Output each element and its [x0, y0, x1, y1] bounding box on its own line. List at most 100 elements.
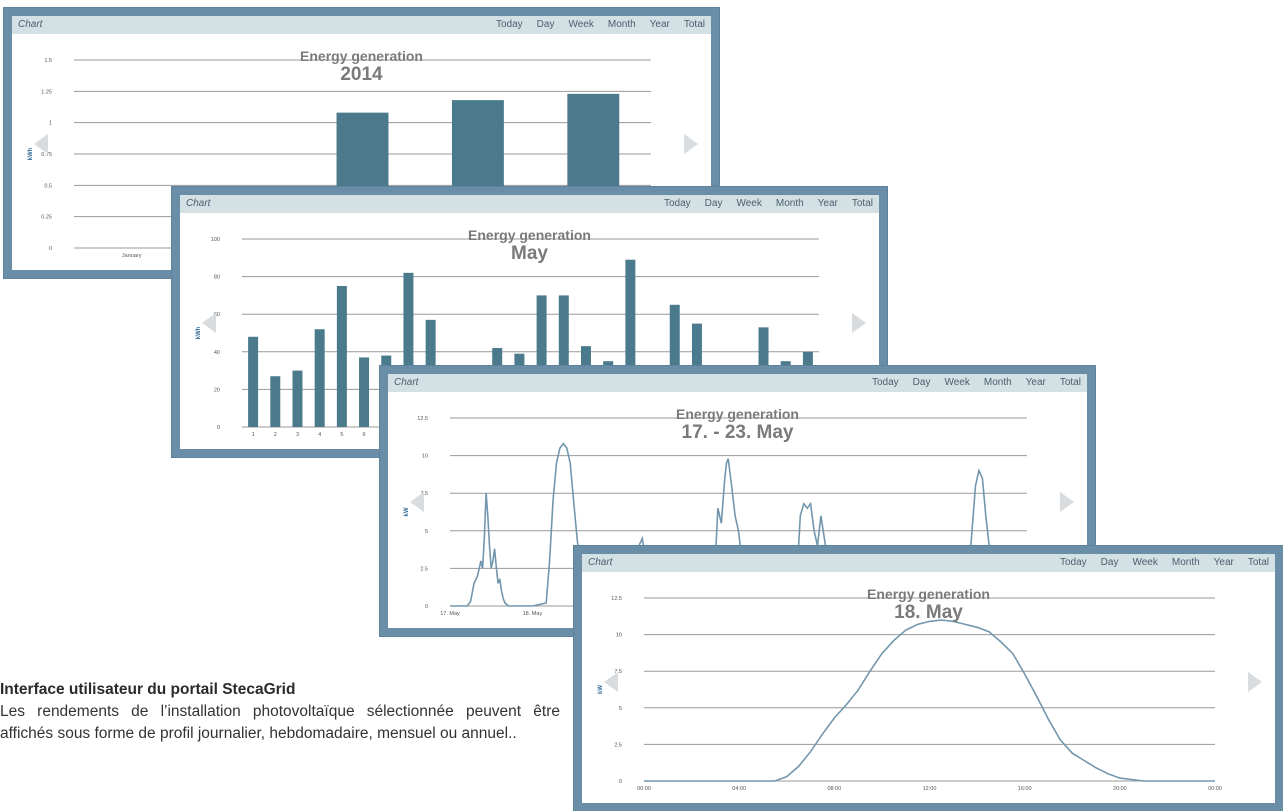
- bar: [292, 370, 303, 427]
- nav-month[interactable]: Month: [607, 19, 636, 30]
- nav-month[interactable]: Month: [1171, 557, 1200, 568]
- y-tick-label: 12.5: [417, 416, 428, 422]
- nav-today[interactable]: Today: [1059, 557, 1087, 568]
- y-tick-label: 0.75: [41, 152, 52, 158]
- y-tick-label: 0: [49, 246, 52, 252]
- y-tick-label: 2.5: [614, 742, 622, 748]
- y-axis-label: kWh: [196, 326, 202, 339]
- chart-header-title: Chart: [186, 198, 211, 209]
- next-period-arrow-icon[interactable]: [684, 134, 698, 154]
- y-axis-label: kW: [598, 685, 604, 694]
- prev-period-arrow-icon[interactable]: [604, 672, 618, 692]
- x-tick-label: 17. May: [440, 611, 460, 617]
- y-tick-label: 0: [217, 425, 220, 431]
- chart-header-title: Chart: [588, 557, 613, 568]
- y-tick-label: 1.25: [41, 89, 52, 95]
- chart-plot-area: 0 2.5 5 7.5 10 12.5 kW 00:00 04:00 08:00 12:00 16:0…: [582, 572, 1275, 803]
- y-tick-label: 60: [214, 312, 220, 318]
- nav-today[interactable]: Today: [663, 198, 691, 209]
- y-tick-label: 80: [214, 275, 220, 281]
- y-tick-label: 5: [619, 706, 622, 712]
- nav-week[interactable]: Week: [1132, 557, 1158, 568]
- y-axis-label: kWh: [28, 147, 34, 160]
- y-tick-label: 10: [616, 633, 622, 639]
- y-tick-label: 40: [214, 350, 220, 356]
- y-tick-label: 1.5: [44, 58, 52, 64]
- x-tick-label: 00:00: [637, 786, 651, 792]
- x-tick-label: 5: [340, 432, 343, 438]
- period-nav: Today Day Week Month Year Total: [858, 377, 1081, 388]
- bar: [625, 259, 636, 427]
- chart-header: Chart Today Day Week Month Year Total: [388, 374, 1087, 392]
- bar: [669, 304, 680, 427]
- x-tick-label: 00:00: [1208, 786, 1222, 792]
- nav-week[interactable]: Week: [568, 19, 594, 30]
- nav-today[interactable]: Today: [495, 19, 523, 30]
- nav-total[interactable]: Total: [1247, 557, 1269, 568]
- chart-header-title: Chart: [18, 19, 43, 30]
- nav-month[interactable]: Month: [775, 198, 804, 209]
- caption: Interface utilisateur du portail StecaGr…: [0, 679, 560, 745]
- bar: [248, 336, 259, 427]
- next-period-arrow-icon[interactable]: [1060, 492, 1074, 512]
- x-tick-label: 04:00: [732, 786, 746, 792]
- chart-header-title: Chart: [394, 377, 419, 388]
- x-tick-label: 08:00: [827, 786, 841, 792]
- y-tick-label: 2.5: [420, 566, 428, 572]
- period-nav: Today Day Week Month Year Total: [1046, 557, 1269, 568]
- bar: [314, 329, 325, 427]
- nav-year[interactable]: Year: [1025, 377, 1046, 388]
- nav-week[interactable]: Week: [736, 198, 762, 209]
- x-tick-label: 12:00: [923, 786, 937, 792]
- y-tick-label: 5: [425, 529, 428, 535]
- x-tick-label: 4: [318, 432, 321, 438]
- nav-year[interactable]: Year: [649, 19, 670, 30]
- y-tick-label: 0: [425, 604, 428, 610]
- next-period-arrow-icon[interactable]: [852, 313, 866, 333]
- x-tick-label: 18. May: [523, 611, 543, 617]
- bar: [403, 272, 414, 427]
- prev-period-arrow-icon[interactable]: [34, 134, 48, 154]
- nav-total[interactable]: Total: [1059, 377, 1081, 388]
- nav-day[interactable]: Day: [1100, 557, 1119, 568]
- period-nav: Today Day Week Month Year Total: [650, 198, 873, 209]
- x-tick-label: 20:00: [1113, 786, 1127, 792]
- bar: [558, 295, 569, 427]
- series-line: [644, 619, 1215, 782]
- nav-total[interactable]: Total: [683, 19, 705, 30]
- bar: [536, 295, 547, 427]
- x-tick-label: 3: [296, 432, 299, 438]
- x-tick-label: January: [122, 253, 142, 259]
- nav-week[interactable]: Week: [944, 377, 970, 388]
- y-axis-label: kW: [404, 507, 410, 516]
- y-tick-label: 20: [214, 387, 220, 393]
- chart-header: Chart Today Day Week Month Year Total: [12, 16, 711, 34]
- x-tick-label: 2: [274, 432, 277, 438]
- chart-panel-day: Chart Today Day Week Month Year Total 0 2.5 5 7.…: [574, 546, 1283, 811]
- y-tick-label: 7.5: [614, 669, 622, 675]
- nav-day[interactable]: Day: [912, 377, 931, 388]
- prev-period-arrow-icon[interactable]: [410, 492, 424, 512]
- nav-year[interactable]: Year: [1213, 557, 1234, 568]
- y-tick-label: 10: [422, 454, 428, 460]
- chart-panel-year: Chart Today Day Week Month Year Total 0 0.25 0.…: [4, 8, 719, 278]
- caption-text: Les rendements de l’installation photovo…: [0, 703, 560, 742]
- chart-header: Chart Today Day Week Month Year Total: [582, 554, 1275, 572]
- nav-day[interactable]: Day: [704, 198, 723, 209]
- nav-today[interactable]: Today: [871, 377, 899, 388]
- bar: [270, 376, 281, 427]
- x-tick-label: 6: [363, 432, 366, 438]
- prev-period-arrow-icon[interactable]: [202, 313, 216, 333]
- y-tick-label: 1: [49, 121, 52, 127]
- y-tick-label: 7.5: [420, 491, 428, 497]
- y-tick-label: 0.25: [41, 215, 52, 221]
- x-tick-label: 1: [252, 432, 255, 438]
- period-nav: Today Day Week Month Year Total: [482, 19, 705, 30]
- chart-header: Chart Today Day Week Month Year Total: [180, 195, 879, 213]
- y-tick-label: 0.5: [44, 183, 52, 189]
- nav-year[interactable]: Year: [817, 198, 838, 209]
- next-period-arrow-icon[interactable]: [1248, 672, 1262, 692]
- nav-total[interactable]: Total: [851, 198, 873, 209]
- nav-month[interactable]: Month: [983, 377, 1012, 388]
- nav-day[interactable]: Day: [536, 19, 555, 30]
